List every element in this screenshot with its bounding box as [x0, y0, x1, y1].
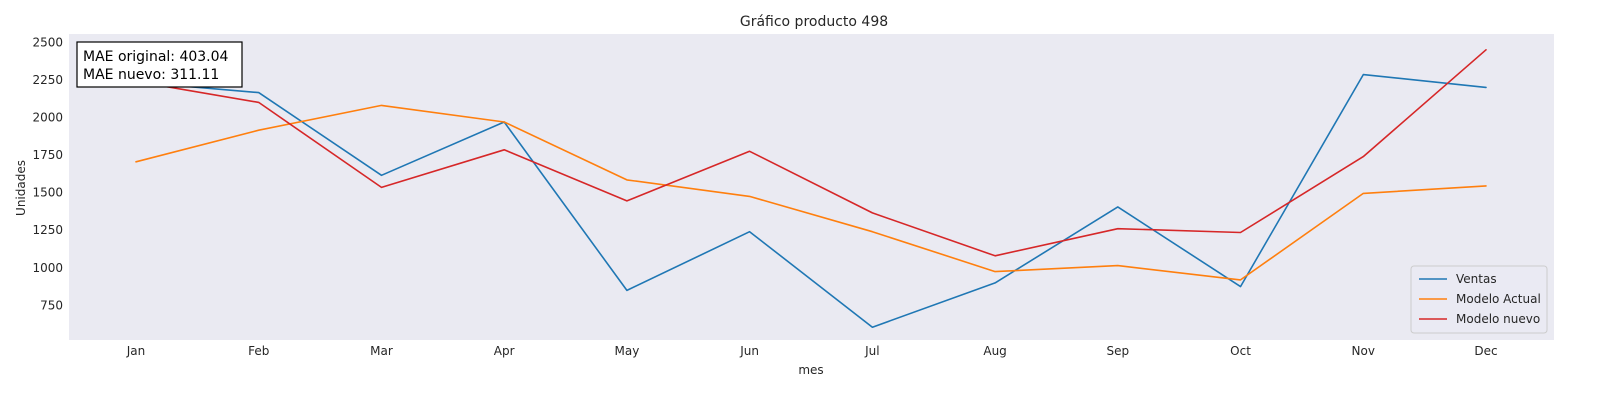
x-tick-label: Aug [983, 344, 1006, 358]
legend-label: Ventas [1456, 272, 1497, 286]
mae-annotation-box: MAE original: 403.04 MAE nuevo: 311.11 [76, 41, 243, 88]
y-tick-label: 2500 [32, 35, 63, 49]
y-tick-label: 1000 [32, 261, 63, 275]
x-tick-label: Mar [370, 344, 393, 358]
y-tick-label: 2000 [32, 110, 63, 124]
x-tick-label: Sep [1107, 344, 1130, 358]
x-axis-label: mes [798, 363, 823, 377]
x-tick-label: Jan [126, 344, 146, 358]
x-tick-label: Jun [739, 344, 759, 358]
y-tick-label: 1250 [32, 223, 63, 237]
y-tick-label: 750 [40, 298, 63, 312]
y-tick-label: 2250 [32, 73, 63, 87]
y-axis-label: Unidades [14, 160, 28, 216]
legend-label: Modelo nuevo [1456, 312, 1540, 326]
y-tick-label: 1500 [32, 186, 63, 200]
series-line-1 [135, 73, 1487, 329]
plot-area [69, 34, 1554, 340]
x-tick-label: Feb [248, 344, 269, 358]
y-axis: 750 1000 1250 1500 1750 2000 2250 2500 [32, 35, 63, 312]
x-tick-label: Apr [494, 344, 515, 358]
legend: Ventas Modelo Actual Modelo nuevo [1410, 265, 1548, 334]
legend-frame [1410, 265, 1548, 334]
x-axis: Jan Feb Mar Apr May Jun Jul Aug Sep Oct Nov Dec [126, 344, 1498, 358]
x-tick-label: Jul [864, 344, 879, 358]
legend-label: Modelo Actual [1456, 292, 1541, 306]
x-tick-label: Oct [1230, 344, 1251, 358]
series-line-3 [135, 48, 1487, 257]
x-tick-label: May [615, 344, 640, 358]
chart-title: Gráfico producto 498 [740, 14, 888, 30]
annotation-border [76, 41, 243, 88]
x-tick-label: Nov [1352, 344, 1375, 358]
annotation-line-mae-original: MAE original: 403.04 [83, 49, 229, 65]
series-layer [135, 48, 1487, 329]
annotation-line-mae-nuevo: MAE nuevo: 311.11 [83, 67, 219, 83]
y-tick-label: 1750 [32, 148, 63, 162]
series-line-2 [135, 104, 1487, 281]
x-tick-label: Dec [1474, 344, 1497, 358]
